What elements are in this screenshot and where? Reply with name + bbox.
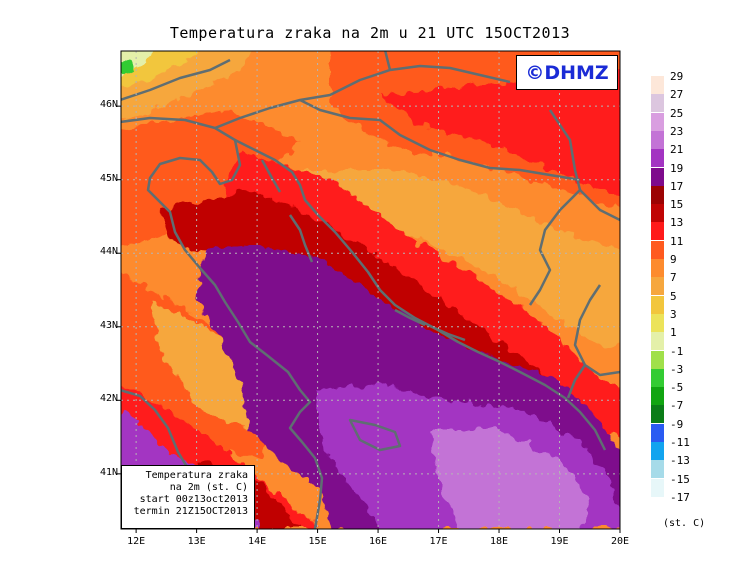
legend-label: 9: [670, 253, 677, 266]
legend-label: 11: [670, 234, 684, 248]
legend-swatch: [651, 76, 664, 94]
legend-label: -11: [670, 436, 690, 449]
map-title: Temperatura zraka na 2m u 21 UTC 15OCT20…: [169, 24, 571, 42]
legend-label: -13: [670, 454, 690, 468]
info-line-3: start 00z13oct2013: [139, 494, 248, 505]
legend-label: 1: [670, 326, 677, 340]
legend-swatch: [651, 405, 664, 424]
legend-units: (st. C): [663, 518, 706, 529]
lat-label: 43N: [99, 319, 118, 331]
lon-label: 12E: [127, 536, 146, 547]
legend-swatch: [651, 350, 664, 369]
legend-label: 25: [670, 106, 684, 120]
legend-swatch: [651, 368, 664, 387]
info-box: Temperatura zraka na 2m (st. C) start 00…: [121, 465, 255, 529]
lon-label: 13E: [187, 536, 206, 547]
lat-label: 41N: [99, 466, 118, 478]
legend-label: 27: [670, 88, 684, 102]
legend-swatch: [651, 185, 664, 204]
lon-label: 18E: [489, 536, 509, 547]
legend-swatch: [651, 332, 664, 351]
lon-label: 14E: [248, 536, 267, 547]
info-line-1: Temperatura zraka: [145, 470, 248, 481]
legend-swatch: [651, 313, 664, 332]
legend-swatch: [651, 130, 664, 149]
legend-label: 15: [670, 198, 684, 212]
info-line-2: na 2m (st. C): [169, 482, 248, 493]
lon-label: 16E: [369, 536, 388, 547]
map-frame: [120, 50, 621, 530]
legend-label: 23: [670, 124, 684, 138]
lon-label: 15E: [308, 536, 327, 547]
legend-swatch: [651, 423, 664, 442]
legend-swatch: [651, 496, 664, 515]
legend-label: 17: [670, 179, 684, 193]
legend-label: 29: [670, 70, 684, 83]
legend-label: 7: [670, 271, 677, 285]
lon-label: 17E: [429, 536, 448, 547]
dinaric-cool-band: [300, 170, 620, 350]
info-line-4: termin 21Z15OCT2013: [133, 506, 248, 517]
lat-label: 46N: [99, 99, 118, 111]
legend-label: -9: [670, 417, 684, 431]
legend-swatch: [651, 387, 664, 406]
legend-swatch: [651, 94, 664, 113]
dhmz-logo: ©DHMZ: [516, 55, 618, 90]
legend-swatch: [651, 112, 664, 131]
legend-swatch: [651, 222, 664, 241]
legend-label: -7: [670, 399, 684, 413]
legend-swatch: [651, 167, 664, 186]
axis-ticks: [117, 105, 621, 533]
legend-label: -17: [670, 490, 690, 504]
legend-swatch: [651, 460, 664, 479]
legend-label: -5: [670, 381, 684, 395]
legend-swatch: [651, 149, 664, 168]
legend-label: -15: [670, 472, 690, 486]
lat-label: 44N: [99, 246, 118, 258]
legend-label: 5: [670, 289, 677, 303]
legend-swatch: [651, 442, 664, 460]
apennine-cool: [150, 300, 260, 430]
legend-label: -1: [670, 344, 684, 358]
legend-swatch: [651, 295, 664, 314]
legend-swatch: [651, 259, 664, 277]
legend-label: 13: [670, 216, 684, 230]
legend-label: 3: [670, 307, 677, 321]
legend-label: 21: [670, 143, 684, 157]
legend-label: 19: [670, 161, 684, 175]
lat-label: 42N: [99, 393, 118, 405]
south-adriatic-warmest: [430, 430, 590, 529]
lat-label: 45N: [99, 172, 118, 184]
lon-label: 19E: [550, 536, 569, 547]
legend-swatch: [651, 240, 664, 259]
legend-swatch: [651, 277, 664, 296]
country-borders: [121, 51, 620, 399]
graticule: [121, 51, 620, 529]
lon-label: 20E: [610, 536, 630, 547]
legend-swatch: [651, 478, 664, 497]
legend-label: -3: [670, 362, 684, 376]
legend-swatch: [651, 204, 664, 223]
